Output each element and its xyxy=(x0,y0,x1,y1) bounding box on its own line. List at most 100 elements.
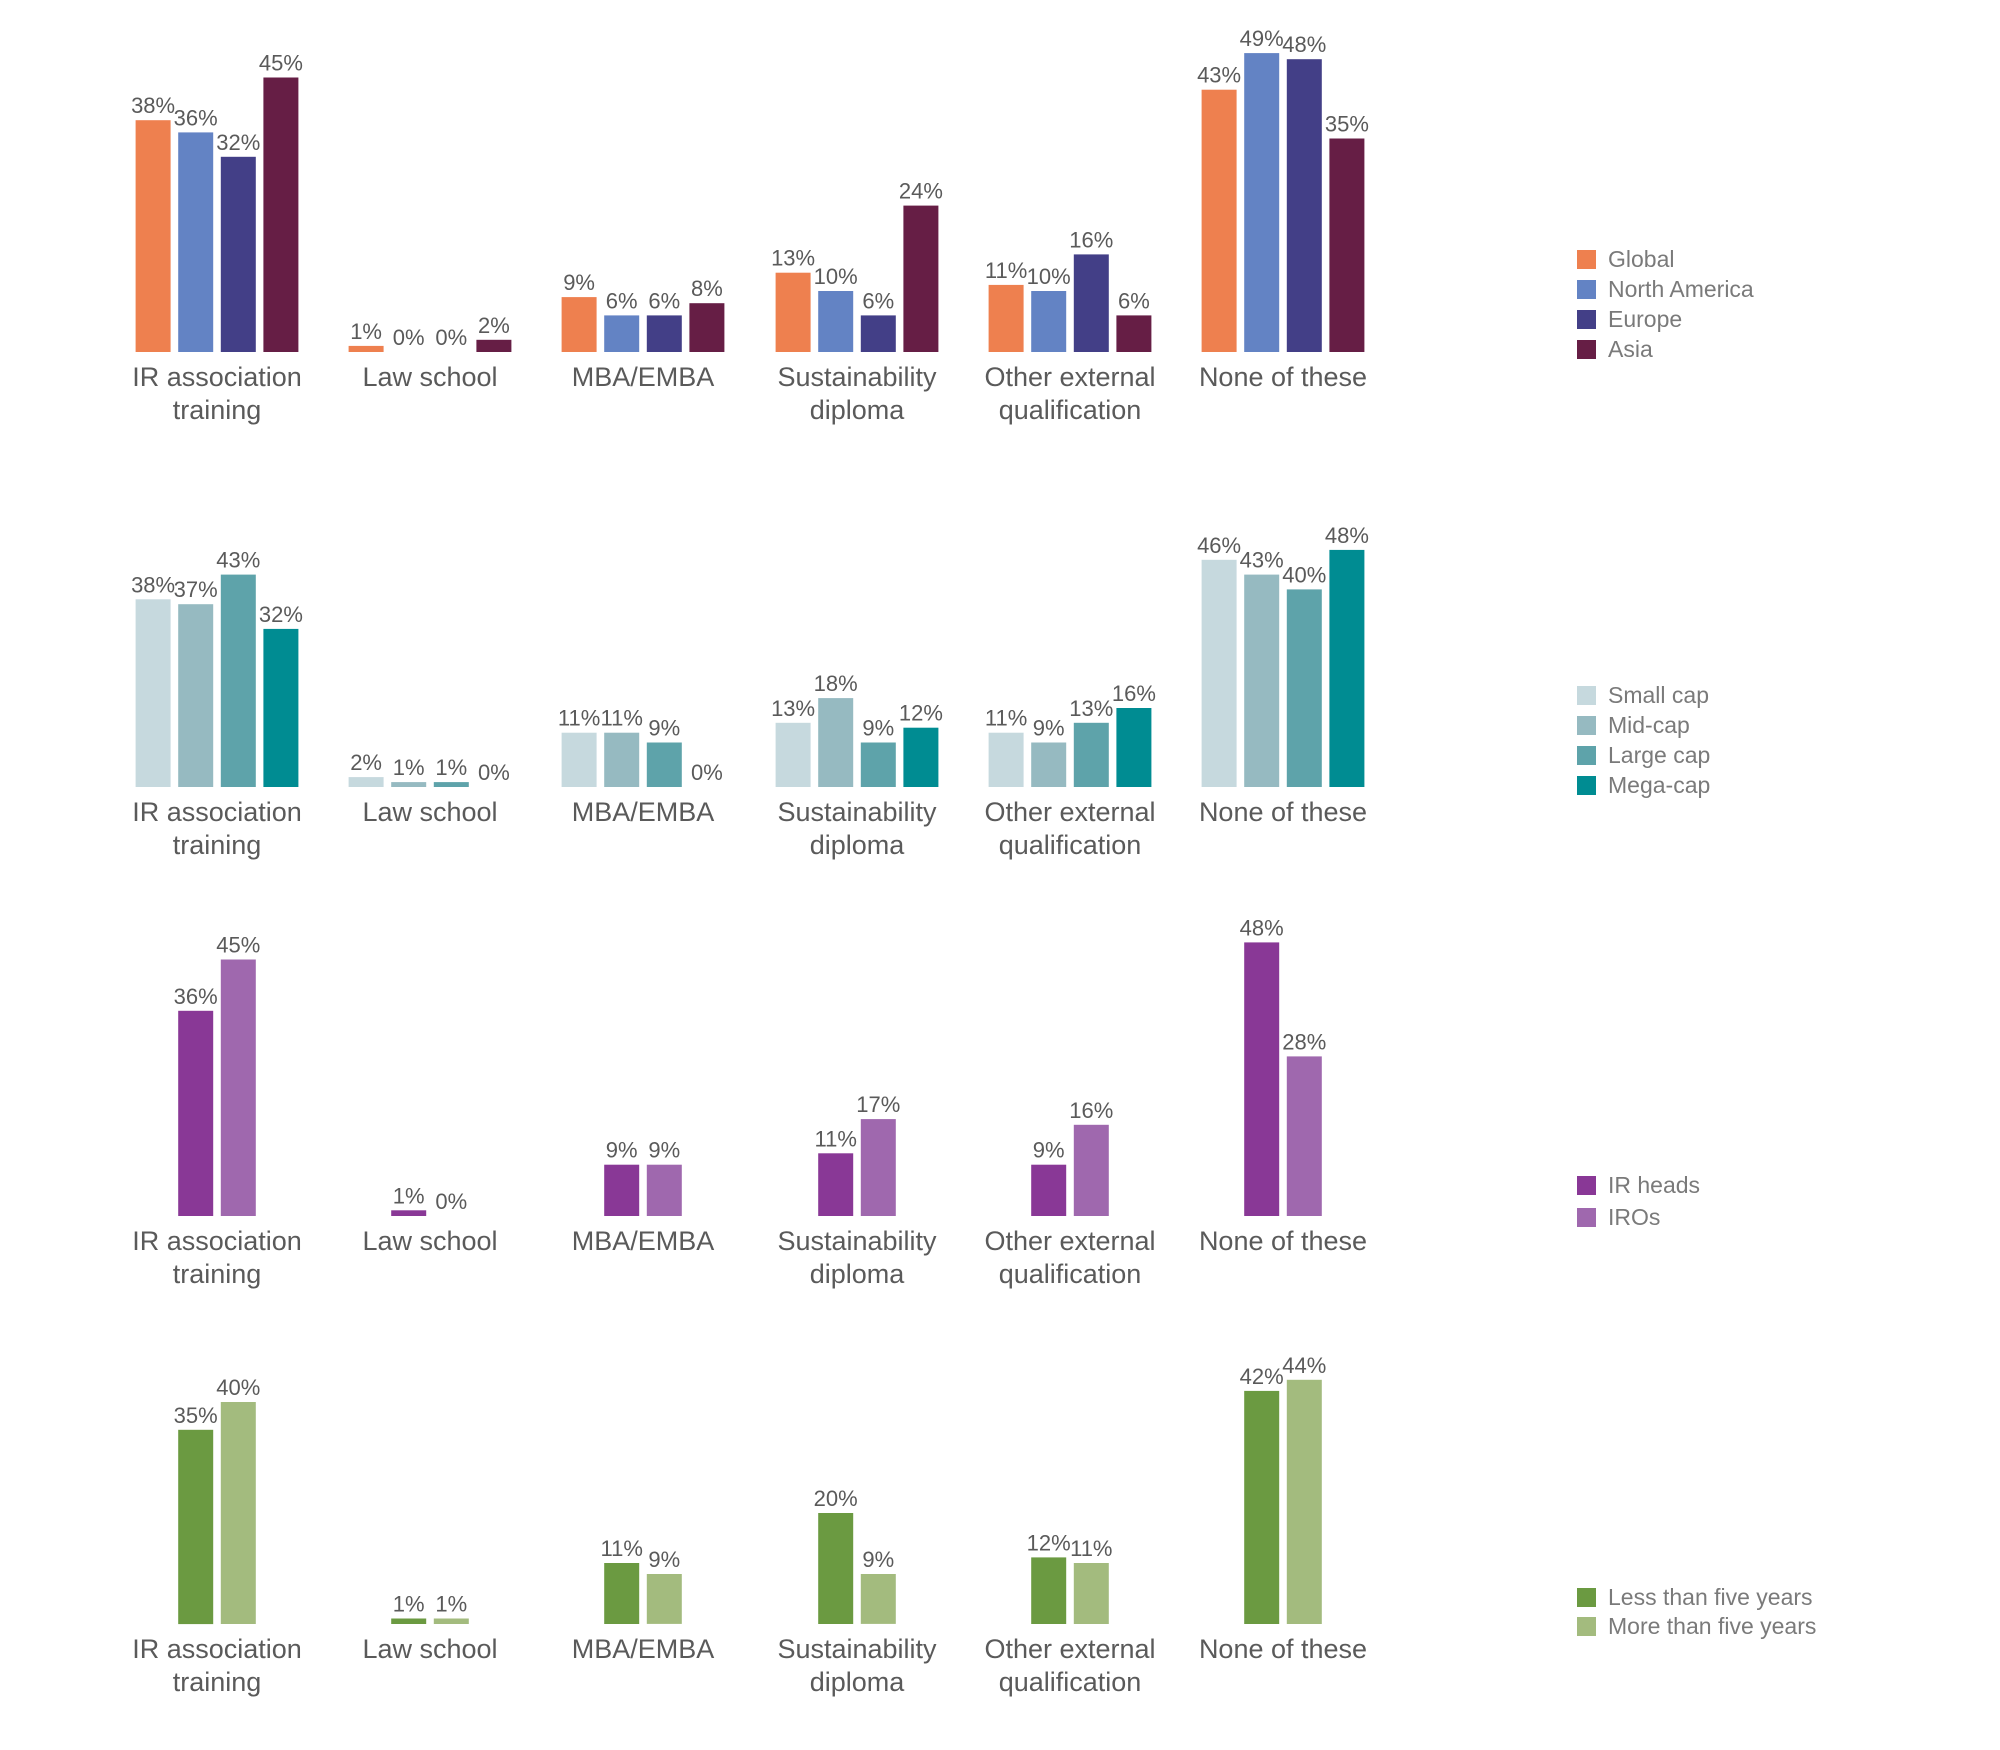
category-label-law-school: Law school xyxy=(362,362,497,392)
data-label-north-america-none-of-these: 49% xyxy=(1240,26,1284,51)
data-label-more-than-five-years-none-of-these: 44% xyxy=(1282,1353,1326,1378)
bar-large-cap-ir-association-training xyxy=(220,574,256,787)
legend-panel-3: IR heads IROs xyxy=(1577,1172,1700,1230)
legend-panel-2: Small cap Mid-cap Large cap Mega-cap xyxy=(1577,682,1710,798)
bar-mega-cap-none-of-these xyxy=(1329,549,1365,787)
category-label-none-of-these: None of these xyxy=(1199,1226,1367,1256)
category-label-sustainability-diploma: Sustainability diploma xyxy=(777,1226,937,1289)
category-label-ir-association-training: IR association training xyxy=(132,797,302,860)
data-label-mid-cap-mba-emba: 11% xyxy=(600,706,642,731)
data-label-global-ir-association-training: 38% xyxy=(131,93,175,118)
bar-global-other-external-qualification xyxy=(988,284,1024,352)
bar-less-than-five-years-mba-emba xyxy=(604,1563,640,1624)
category-group-none-of-these: 42%44% None of these xyxy=(1199,1353,1367,1664)
data-label-small-cap-other-external-qualification: 11% xyxy=(985,706,1027,731)
legend-label-large-cap: Large cap xyxy=(1608,742,1710,768)
data-label-ir-heads-mba-emba: 9% xyxy=(606,1138,638,1163)
category-label-sustainability-diploma: Sustainability diploma xyxy=(777,362,937,425)
category-group-mba-emba: 11% 9% MBA/EMBA xyxy=(572,1536,715,1664)
bar-europe-none-of-these xyxy=(1286,59,1322,352)
category-group-law-school: 1% 0% 0% 2% Law school xyxy=(348,313,512,392)
bar-mid-cap-none-of-these xyxy=(1244,574,1280,787)
data-label-more-than-five-years-mba-emba: 9% xyxy=(648,1547,680,1572)
data-label-asia-mba-emba: 8% xyxy=(691,276,723,301)
bar-less-than-five-years-none-of-these xyxy=(1244,1390,1280,1624)
data-label-asia-sustainability-diploma: 24% xyxy=(899,179,943,204)
category-group-law-school: 2% 1% 1% 0% Law school xyxy=(348,750,510,827)
data-label-more-than-five-years-law-school: 1% xyxy=(435,1592,467,1617)
data-label-north-america-mba-emba: 6% xyxy=(606,288,638,313)
legend-swatch-asia xyxy=(1577,340,1596,359)
bar-global-sustainability-diploma xyxy=(775,272,811,352)
bar-mid-cap-sustainability-diploma xyxy=(818,698,854,787)
data-label-mega-cap-other-external-qualification: 16% xyxy=(1112,681,1156,706)
bar-global-law-school xyxy=(348,345,384,352)
data-label-ir-heads-none-of-these: 48% xyxy=(1240,915,1284,940)
data-label-more-than-five-years-sustainability-diploma: 9% xyxy=(862,1547,894,1572)
bar-large-cap-mba-emba xyxy=(646,742,682,787)
category-label-none-of-these: None of these xyxy=(1199,362,1367,392)
category-label-ir-association-training: IR association training xyxy=(132,1226,302,1289)
data-label-north-america-other-external-qualification: 10% xyxy=(1027,264,1071,289)
chart-panel-2: 38%37% 43% 32% IR association training 2% 1% 1%… xyxy=(131,523,1710,860)
legend-label-europe: Europe xyxy=(1608,306,1682,332)
legend-label-global: Global xyxy=(1608,246,1674,272)
bar-mega-cap-ir-association-training xyxy=(263,628,299,787)
legend-label-asia: Asia xyxy=(1608,336,1653,362)
bar-mid-cap-other-external-qualification xyxy=(1031,742,1067,787)
data-label-more-than-five-years-other-external-qualification: 11% xyxy=(1070,1536,1112,1561)
bar-mid-cap-law-school xyxy=(391,782,427,787)
data-label-small-cap-sustainability-diploma: 13% xyxy=(771,696,815,721)
category-group-sustainability-diploma: 20% 9% Sustainability diploma xyxy=(777,1486,937,1697)
bar-less-than-five-years-other-external-qualification xyxy=(1031,1557,1067,1624)
category-label-law-school: Law school xyxy=(362,797,497,827)
category-group-mba-emba: 9% 6% 6% 8% MBA/EMBA xyxy=(561,270,725,392)
category-label-none-of-these: None of these xyxy=(1199,797,1367,827)
data-label-small-cap-law-school: 2% xyxy=(350,750,382,775)
bar-ir-heads-law-school xyxy=(391,1210,427,1216)
data-label-asia-other-external-qualification: 6% xyxy=(1118,288,1150,313)
data-label-europe-ir-association-training: 32% xyxy=(216,130,260,155)
data-label-europe-none-of-these: 48% xyxy=(1282,32,1326,57)
category-group-ir-association-training: 36% 45% IR association training xyxy=(132,933,302,1290)
bar-iros-ir-association-training xyxy=(220,959,256,1216)
data-label-mid-cap-sustainability-diploma: 18% xyxy=(814,671,858,696)
category-group-sustainability-diploma: 13%18%9%12% Sustainability diploma xyxy=(771,671,943,860)
category-group-ir-association-training: 38%37% 43% 32% IR association training xyxy=(131,548,303,860)
data-label-less-than-five-years-sustainability-diploma: 20% xyxy=(814,1486,858,1511)
data-label-global-none-of-these: 43% xyxy=(1197,63,1241,88)
bar-iros-other-external-qualification xyxy=(1073,1124,1109,1216)
bar-large-cap-none-of-these xyxy=(1286,589,1322,787)
data-label-mid-cap-ir-association-training: 37% xyxy=(174,577,218,602)
data-label-europe-other-external-qualification: 16% xyxy=(1069,227,1113,252)
data-label-mid-cap-law-school: 1% xyxy=(393,755,425,780)
data-label-mid-cap-other-external-qualification: 9% xyxy=(1033,716,1065,741)
legend-swatch-north-america xyxy=(1577,280,1596,299)
legend-label-ir-heads: IR heads xyxy=(1608,1172,1700,1198)
bar-asia-mba-emba xyxy=(689,303,725,352)
data-label-small-cap-none-of-these: 46% xyxy=(1197,533,1241,558)
bar-more-than-five-years-sustainability-diploma xyxy=(860,1574,896,1624)
legend-panel-4: Less than five years More than five years xyxy=(1577,1584,1816,1639)
category-label-ir-association-training: IR association training xyxy=(132,362,302,425)
bar-more-than-five-years-law-school xyxy=(433,1618,469,1624)
category-label-sustainability-diploma: Sustainability diploma xyxy=(777,1634,937,1697)
bar-ir-heads-other-external-qualification xyxy=(1031,1164,1067,1216)
bar-more-than-five-years-other-external-qualification xyxy=(1073,1563,1109,1624)
category-group-sustainability-diploma: 13%10%6% 24% Sustainability diploma xyxy=(771,179,943,425)
data-label-small-cap-ir-association-training: 38% xyxy=(131,572,175,597)
data-label-iros-ir-association-training: 45% xyxy=(216,933,260,958)
category-group-none-of-these: 48% 28% None of these xyxy=(1199,915,1367,1256)
data-label-large-cap-mba-emba: 9% xyxy=(648,716,680,741)
bar-less-than-five-years-sustainability-diploma xyxy=(818,1513,854,1624)
legend-swatch-ir-heads xyxy=(1577,1176,1596,1195)
legend-swatch-europe xyxy=(1577,310,1596,329)
legend-swatch-mid-cap xyxy=(1577,716,1596,735)
data-label-mega-cap-sustainability-diploma: 12% xyxy=(899,701,943,726)
bar-asia-sustainability-diploma xyxy=(903,205,939,352)
category-label-mba-emba: MBA/EMBA xyxy=(572,362,715,392)
data-label-europe-sustainability-diploma: 6% xyxy=(862,288,894,313)
bar-less-than-five-years-ir-association-training xyxy=(178,1429,214,1625)
category-group-sustainability-diploma: 11%17% Sustainability diploma xyxy=(777,1092,937,1289)
legend-label-less-than-five-years: Less than five years xyxy=(1608,1584,1813,1610)
